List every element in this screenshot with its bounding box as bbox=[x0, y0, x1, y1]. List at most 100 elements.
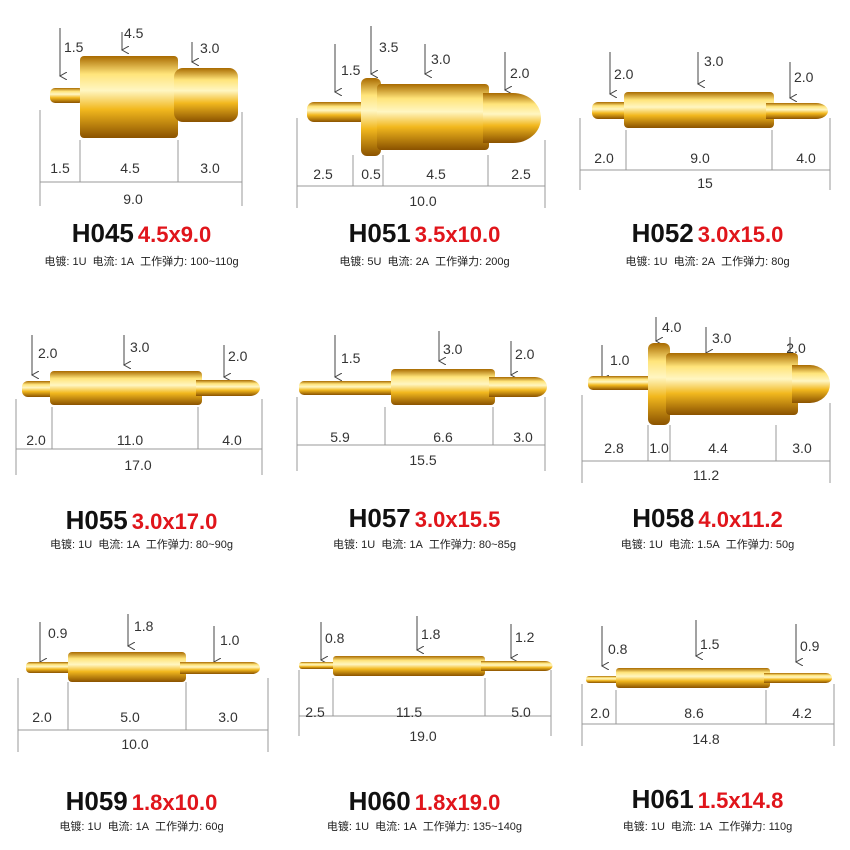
model-number: H059 bbox=[65, 786, 128, 816]
segment-length: 6.6 bbox=[433, 429, 453, 445]
callout-label: 3.0 bbox=[130, 339, 150, 355]
plating-spec: 电镀: 1U bbox=[620, 539, 663, 551]
force-spec: 工作弹力: 60g bbox=[155, 821, 224, 833]
callout-label: 3.0 bbox=[704, 53, 724, 69]
callout-label: 2.0 bbox=[614, 66, 634, 82]
total-length: 15 bbox=[697, 175, 713, 191]
product-title: H060 1.8x19.0 bbox=[283, 786, 566, 816]
current-spec: 电流: 1A bbox=[98, 539, 140, 551]
force-spec: 工作弹力: 110g bbox=[718, 821, 793, 833]
segment-length: 3.0 bbox=[200, 160, 220, 176]
force-spec: 工作弹力: 80g bbox=[721, 256, 790, 268]
model-size: 3.5x10.0 bbox=[414, 222, 501, 247]
product-title: H058 4.0x11.2 bbox=[566, 503, 849, 533]
segment-length: 3.0 bbox=[218, 709, 238, 725]
total-length: 10.0 bbox=[409, 193, 437, 209]
segment-length: 3.0 bbox=[513, 429, 533, 445]
force-spec: 工作弹力: 200g bbox=[435, 256, 510, 268]
callout-label: 1.5 bbox=[64, 39, 84, 55]
segment-length: 4.2 bbox=[792, 705, 812, 721]
total-length: 19.0 bbox=[409, 728, 437, 744]
segment-length: 3.0 bbox=[792, 440, 812, 456]
model-number: H058 bbox=[632, 503, 695, 533]
model-number: H057 bbox=[348, 503, 411, 533]
model-number: H045 bbox=[71, 218, 134, 248]
segment-length: 2.8 bbox=[604, 440, 624, 456]
callout-label: 3.5 bbox=[379, 39, 399, 55]
spec-line: 电镀: 1U 电流: 1A 工作弹力: 60g bbox=[0, 820, 283, 834]
current-spec: 电流: 1A bbox=[107, 821, 150, 833]
force-spec: 工作弹力: 80~90g bbox=[145, 539, 233, 551]
force-spec: 工作弹力: 100~110g bbox=[140, 256, 239, 268]
spec-line: 电镀: 1U 电流: 1A 工作弹力: 110g bbox=[566, 820, 849, 834]
pogo-pin-drawing bbox=[17, 614, 269, 752]
callout-label: 1.8 bbox=[421, 626, 441, 642]
current-spec: 电流: 2A bbox=[673, 256, 716, 268]
callout-label: 2.0 bbox=[38, 345, 58, 361]
callout-label: 1.5 bbox=[700, 636, 720, 652]
model-size: 1.8x10.0 bbox=[131, 790, 218, 815]
segment-length: 5.9 bbox=[330, 429, 350, 445]
plating-spec: 电镀: 1U bbox=[59, 821, 102, 833]
pogo-pin-drawing bbox=[296, 331, 547, 471]
segment-length: 2.0 bbox=[32, 709, 52, 725]
callout-label: 2.0 bbox=[510, 65, 530, 81]
segment-length: 4.5 bbox=[426, 166, 446, 182]
segment-length: 4.0 bbox=[222, 432, 242, 448]
callout-label: 1.8 bbox=[134, 618, 154, 634]
total-length: 9.0 bbox=[123, 191, 143, 207]
callout-label: 4.0 bbox=[662, 319, 682, 335]
current-spec: 电流: 1A bbox=[670, 821, 713, 833]
callout-label: 1.5 bbox=[341, 62, 361, 78]
force-spec: 工作弹力: 50g bbox=[725, 539, 795, 551]
plating-spec: 电镀: 1U bbox=[50, 539, 93, 551]
current-spec: 电流: 1A bbox=[381, 539, 423, 551]
spec-line: 电镀: 1U 电流: 2A 工作弹力: 80g bbox=[566, 255, 849, 269]
segment-length: 1.5 bbox=[50, 160, 70, 176]
callout-label: 3.0 bbox=[431, 51, 451, 67]
total-length: 17.0 bbox=[124, 457, 152, 473]
product-title: H057 3.0x15.5 bbox=[283, 503, 566, 533]
callout-label: 1.0 bbox=[610, 352, 630, 368]
model-size: 4.0x11.2 bbox=[698, 507, 783, 532]
segment-length: 2.0 bbox=[26, 432, 46, 448]
pogo-pin-drawing bbox=[581, 317, 831, 483]
spec-line: 电镀: 1U 电流: 1A 工作弹力: 100~110g bbox=[0, 255, 283, 269]
product-card-h057: 1.5 3.0 2.0 5.9 6.6 3.0 15.5 H057 3.0x15.… bbox=[283, 283, 566, 566]
segment-length: 2.5 bbox=[313, 166, 333, 182]
spec-line: 电镀: 5U 电流: 2A 工作弹力: 200g bbox=[283, 255, 566, 269]
model-size: 3.0x17.0 bbox=[131, 509, 218, 534]
callout-label: 0.9 bbox=[48, 625, 68, 641]
total-length: 14.8 bbox=[692, 731, 720, 747]
callout-label: 0.9 bbox=[800, 638, 820, 654]
current-spec: 电流: 2A bbox=[387, 256, 430, 268]
segment-length: 0.5 bbox=[361, 166, 381, 182]
callout-label: 0.8 bbox=[608, 641, 628, 657]
callout-label: 1.0 bbox=[220, 632, 240, 648]
model-size: 3.0x15.0 bbox=[697, 222, 784, 247]
callout-label: 1.2 bbox=[515, 629, 535, 645]
segment-length: 2.0 bbox=[594, 150, 614, 166]
callout-label: 1.5 bbox=[341, 350, 361, 366]
force-spec: 工作弹力: 80~85g bbox=[428, 539, 516, 551]
segment-length: 5.0 bbox=[511, 704, 531, 720]
segment-length: 4.4 bbox=[708, 440, 728, 456]
callout-label: 0.8 bbox=[325, 630, 345, 646]
product-title: H059 1.8x10.0 bbox=[0, 786, 283, 816]
product-card-h051: 1.5 3.5 3.0 2.0 2.5 0.5 4.5 2.5 10.0 H05… bbox=[283, 0, 566, 283]
model-number: H052 bbox=[631, 218, 694, 248]
pogo-pin-drawing bbox=[298, 616, 553, 736]
product-card-h052: 2.0 3.0 2.0 2.0 9.0 4.0 15 H052 3.0x15.0 … bbox=[566, 0, 849, 283]
spec-line: 电镀: 1U 电流: 1.5A 工作弹力: 50g bbox=[566, 538, 849, 552]
plating-spec: 电镀: 1U bbox=[333, 539, 376, 551]
product-title: H055 3.0x17.0 bbox=[0, 505, 283, 535]
plating-spec: 电镀: 1U bbox=[622, 821, 665, 833]
current-spec: 电流: 1A bbox=[92, 256, 135, 268]
product-title: H045 4.5x9.0 bbox=[0, 218, 283, 248]
total-length: 10.0 bbox=[121, 736, 149, 752]
model-number: H061 bbox=[631, 784, 694, 814]
pogo-pin-drawing bbox=[579, 52, 831, 190]
model-number: H060 bbox=[348, 786, 411, 816]
callout-label: 3.0 bbox=[443, 341, 463, 357]
